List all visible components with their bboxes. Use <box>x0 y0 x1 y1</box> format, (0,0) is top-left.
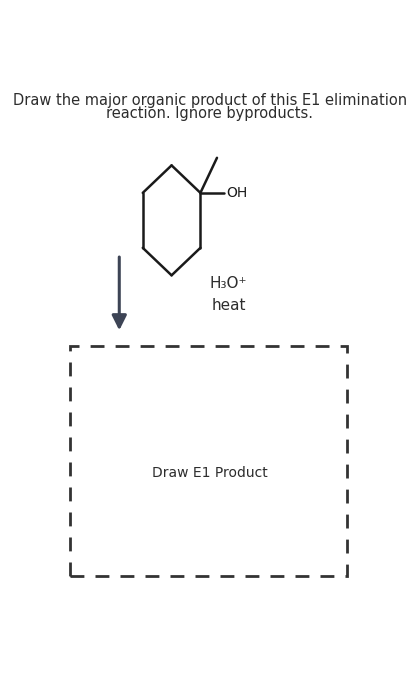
Text: OH: OH <box>226 186 247 200</box>
Text: reaction. Ignore byproducts.: reaction. Ignore byproducts. <box>106 106 313 121</box>
Text: Draw the major organic product of this E1 elimination: Draw the major organic product of this E… <box>13 93 407 108</box>
Text: H₃O⁺: H₃O⁺ <box>210 275 247 290</box>
Text: Draw E1 Product: Draw E1 Product <box>152 466 267 479</box>
Text: heat: heat <box>211 298 246 313</box>
